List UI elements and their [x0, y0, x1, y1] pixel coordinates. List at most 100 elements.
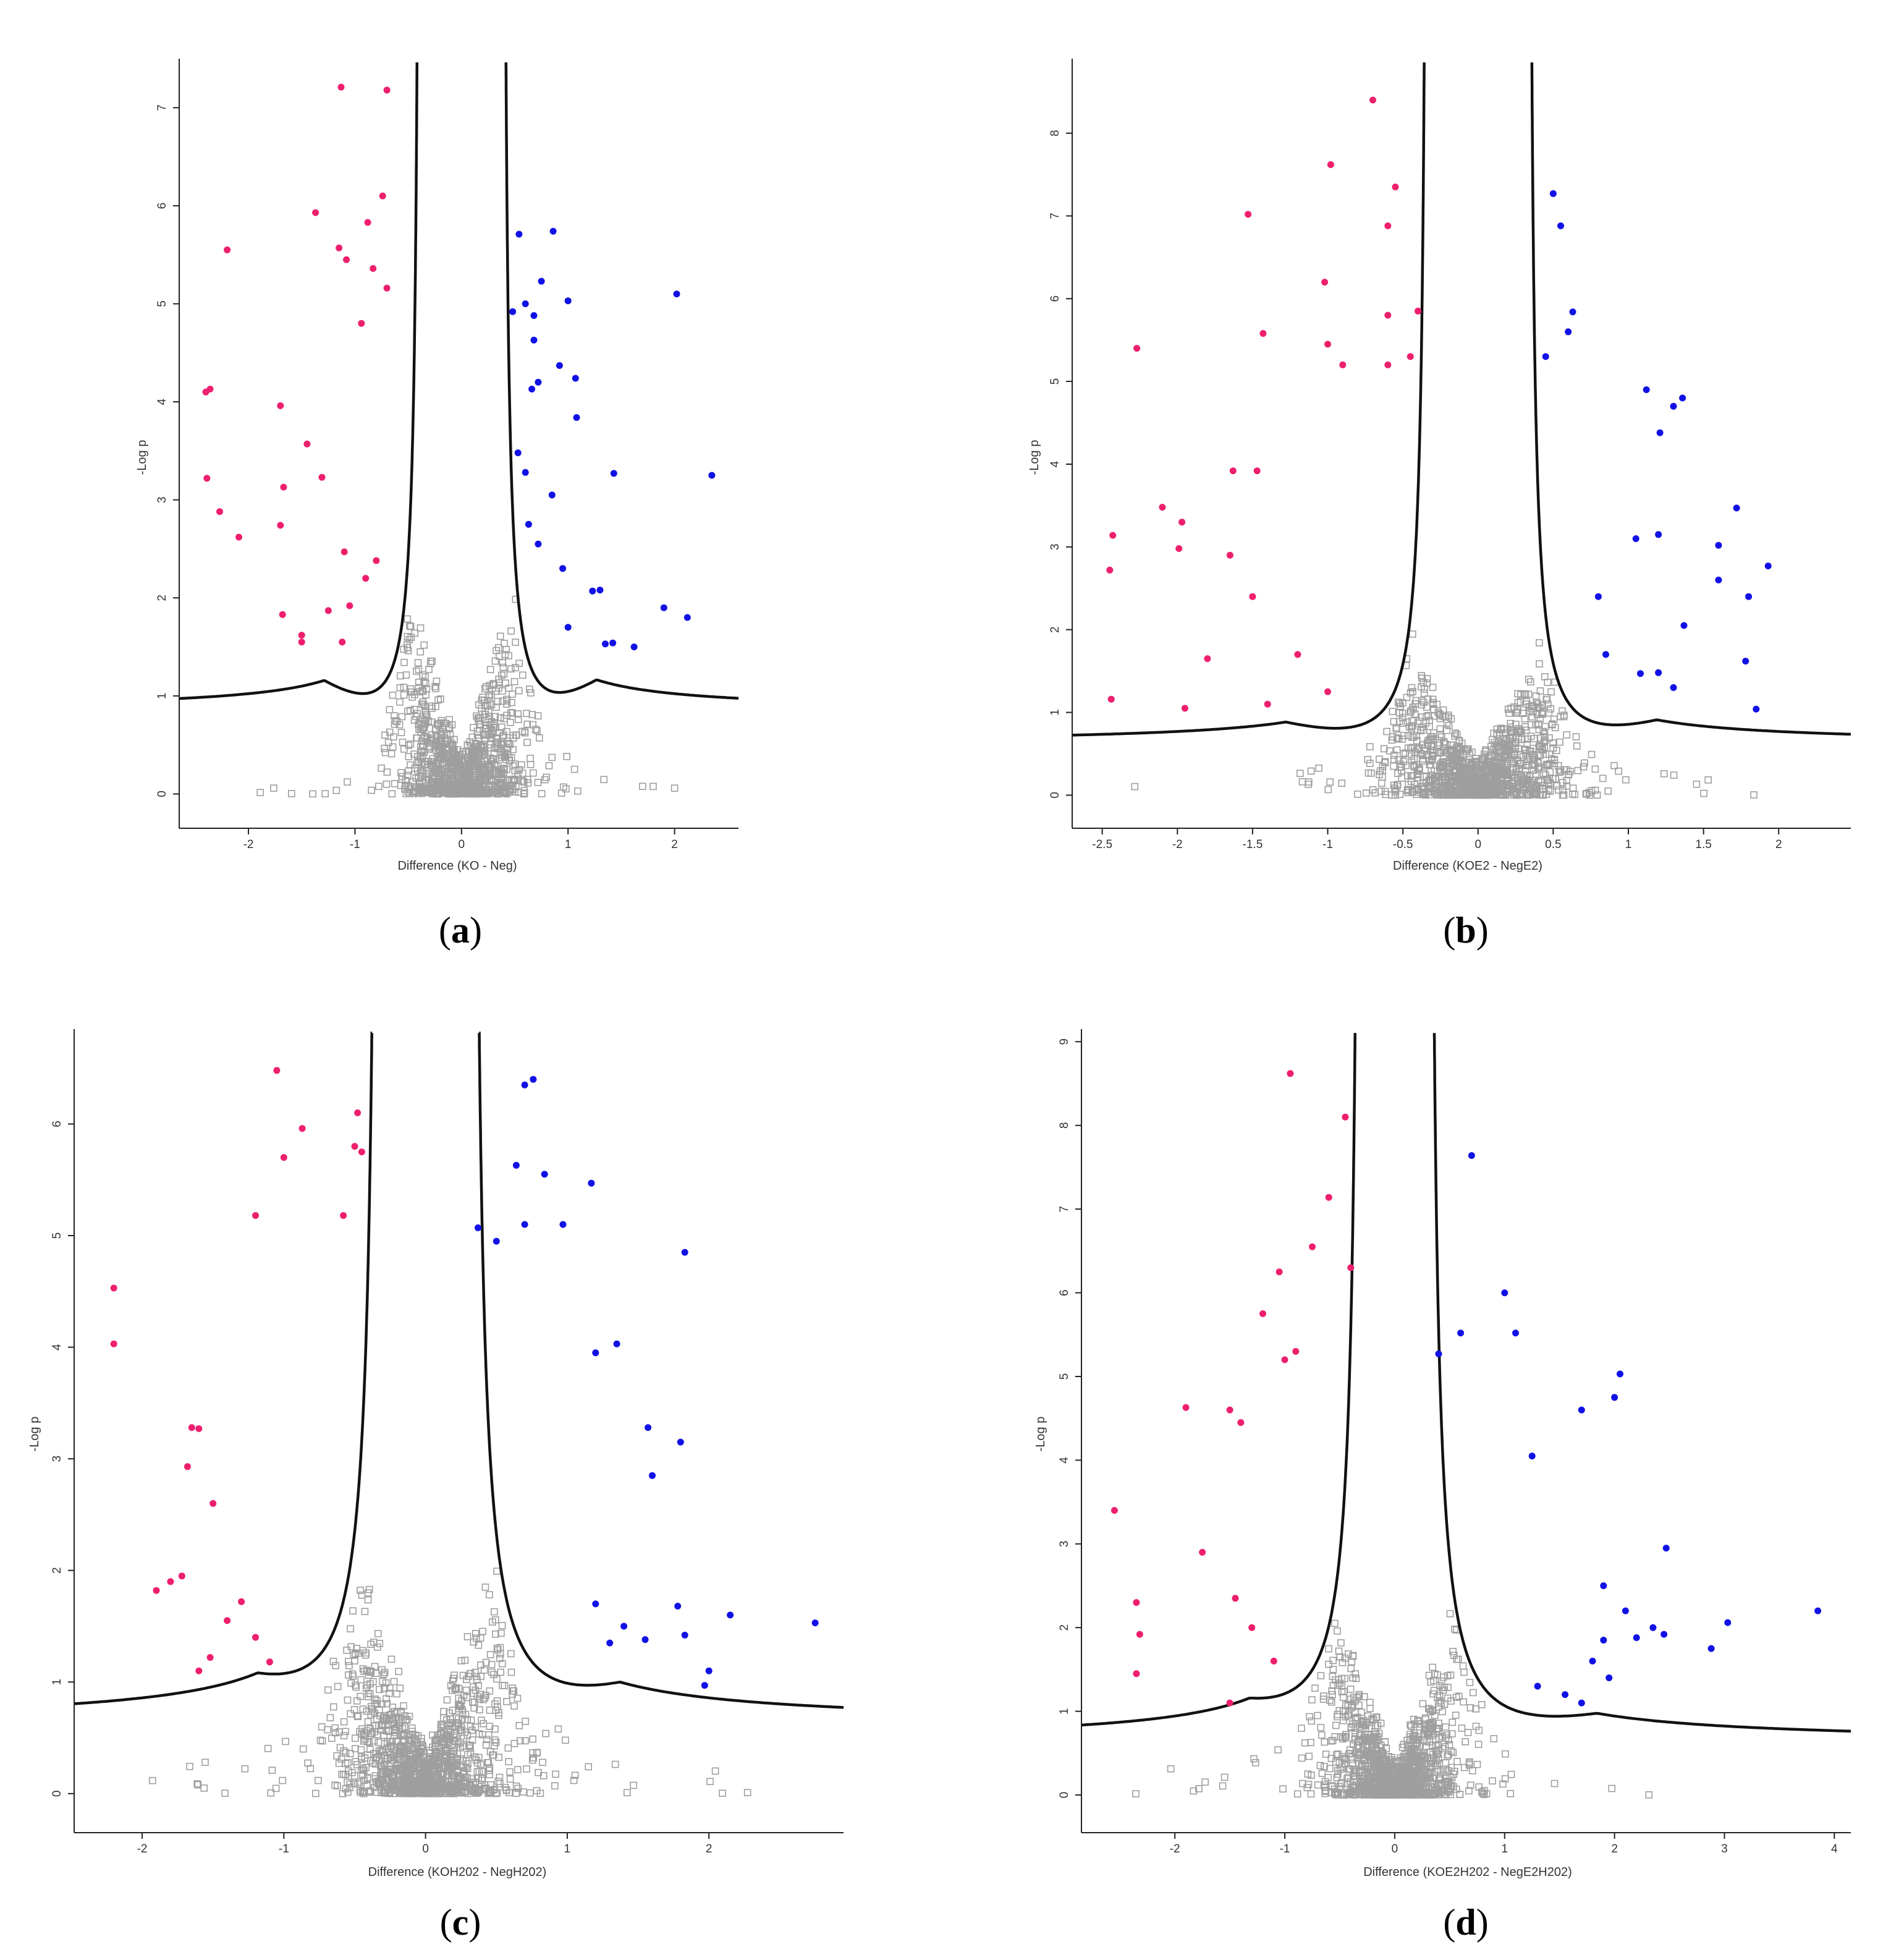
x-tick-label: 0.5: [1545, 838, 1561, 851]
background-point: [1546, 734, 1553, 742]
background-point: [649, 783, 657, 791]
background-point: [443, 730, 451, 737]
background-point: [1549, 744, 1557, 752]
background-point: [518, 671, 527, 679]
background-point: [1301, 1739, 1309, 1747]
background-point: [450, 769, 458, 777]
background-point: [1549, 720, 1556, 728]
x-tick-label: -2: [243, 838, 254, 851]
up-point: [530, 1075, 537, 1083]
background-point: [515, 660, 523, 667]
background-point: [1418, 683, 1425, 690]
background-point: [350, 1706, 358, 1713]
background-point: [1390, 752, 1398, 759]
background-point: [1547, 705, 1554, 713]
down-point: [303, 440, 311, 448]
background-point: [502, 679, 510, 687]
background-point: [1308, 1717, 1315, 1725]
background-point: [404, 615, 412, 623]
down-point: [1136, 1631, 1143, 1638]
background-point: [1523, 740, 1531, 748]
background-point: [417, 787, 425, 795]
background-point: [529, 1735, 536, 1743]
background-point: [437, 754, 445, 762]
background-point: [1525, 703, 1533, 710]
background-point: [1131, 783, 1139, 791]
background-point: [1599, 774, 1607, 783]
up-point: [1660, 1631, 1668, 1638]
background-point: [486, 1591, 493, 1598]
background-point: [1314, 1712, 1321, 1720]
background-point: [1438, 1678, 1445, 1685]
significance-threshold-curves: [74, 1031, 844, 1709]
up-point: [573, 414, 580, 421]
background-point: [501, 1682, 509, 1689]
background-point: [1317, 1672, 1325, 1679]
background-point: [1505, 710, 1513, 717]
background-point: [1318, 1731, 1326, 1739]
background-point: [460, 780, 468, 787]
background-point: [1458, 1725, 1466, 1732]
background-point: [1413, 770, 1421, 778]
background-point: [529, 721, 537, 729]
background-point: [453, 780, 461, 788]
background-point: [1559, 791, 1567, 799]
down-point: [224, 1617, 231, 1624]
background-point: [494, 762, 502, 770]
up-point: [592, 1600, 599, 1608]
background-point: [560, 783, 567, 791]
background-point: [515, 1722, 523, 1729]
background-point: [1219, 1782, 1227, 1790]
background-point: [1560, 711, 1568, 719]
background-point: [418, 687, 426, 695]
background-point: [364, 1596, 372, 1604]
down-point: [153, 1587, 160, 1594]
background-point: [1436, 748, 1444, 756]
background-point: [711, 1767, 719, 1775]
background-point: [1545, 709, 1553, 717]
up-point: [493, 1237, 500, 1245]
background-point: [507, 1650, 515, 1658]
background-point: [512, 1782, 520, 1790]
up-point: [525, 520, 532, 528]
background-point: [518, 770, 527, 777]
background-point: [475, 751, 483, 759]
background-point: [428, 702, 436, 710]
background-point: [496, 632, 504, 640]
background-point: [486, 1651, 494, 1658]
background-point: [324, 1726, 331, 1734]
threshold-curve-right: [1432, 1033, 1851, 1733]
background-point: [400, 645, 408, 653]
background-point: [417, 729, 425, 736]
background-point: [1317, 1724, 1325, 1731]
y-tick-label: 0: [1049, 792, 1062, 799]
background-point: [1400, 758, 1408, 765]
up-point: [1562, 1691, 1569, 1699]
x-tick-label: 0: [459, 838, 465, 851]
background-point: [1428, 756, 1436, 764]
background-point: [509, 762, 517, 770]
up-point: [1649, 1624, 1657, 1631]
y-tick-label: 5: [156, 300, 169, 307]
background-point: [401, 781, 409, 789]
background-point: [1574, 766, 1582, 774]
background-point: [387, 1655, 396, 1663]
background-point: [529, 769, 537, 777]
background-point: [501, 715, 508, 723]
background-point: [481, 769, 489, 776]
background-point: [1608, 1784, 1615, 1792]
down-point: [1275, 1268, 1283, 1276]
background-point: [1419, 679, 1427, 686]
up-point: [1534, 1682, 1541, 1690]
background-point: [1314, 1781, 1322, 1789]
background-point: [563, 753, 570, 760]
background-point: [459, 778, 467, 786]
y-tick-label: 4: [156, 398, 169, 405]
background-point: [1528, 705, 1535, 713]
down-point: [235, 533, 242, 541]
background-point: [514, 716, 522, 723]
background-point: [541, 776, 549, 784]
up-point: [522, 469, 529, 476]
up-point: [521, 1221, 528, 1228]
